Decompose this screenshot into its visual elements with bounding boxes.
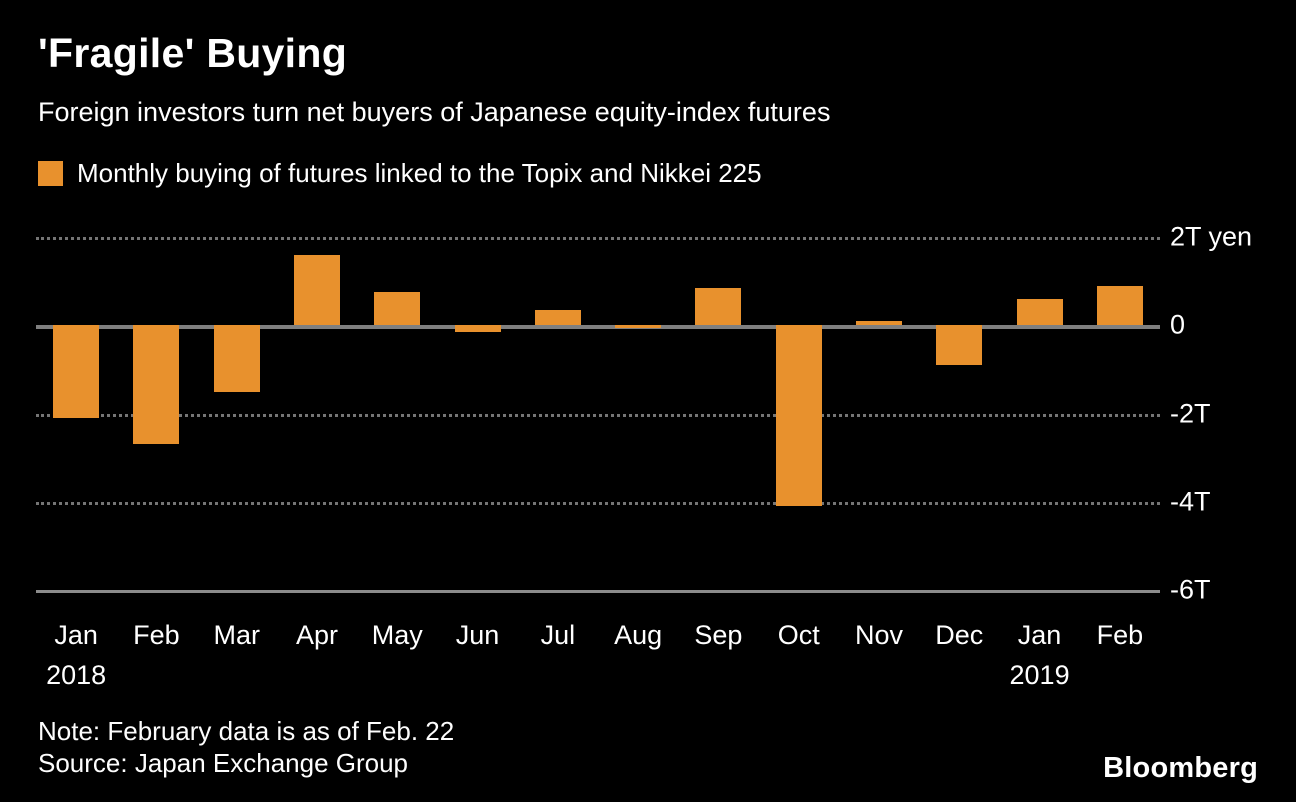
legend-label: Monthly buying of futures linked to the … bbox=[77, 158, 762, 188]
y-tick-label: 2T yen bbox=[1170, 221, 1253, 252]
x-tick-label: Apr bbox=[295, 620, 339, 650]
x-tick-label: May bbox=[371, 620, 423, 650]
y-tick-label: 0 bbox=[1170, 309, 1186, 340]
chart-subtitle: Foreign investors turn net buyers of Jap… bbox=[38, 97, 831, 127]
bar-feb-1 bbox=[133, 325, 180, 445]
bar-nov-10 bbox=[856, 321, 902, 326]
bar-jun-5 bbox=[454, 325, 501, 333]
gridline-0 bbox=[36, 325, 1160, 330]
bar-aug-7 bbox=[615, 325, 662, 328]
x-tick-label: Jun bbox=[455, 620, 500, 650]
footnote: Note: February data is as of Feb. 22 bbox=[38, 716, 455, 746]
bar-feb-13 bbox=[1096, 285, 1143, 326]
x-tick-label: Dec bbox=[935, 620, 984, 650]
bar-apr-3 bbox=[294, 254, 340, 326]
x-tick-label: Feb bbox=[133, 620, 180, 650]
x-year-label: 2018 bbox=[46, 660, 107, 690]
gridline--4t bbox=[36, 501, 1160, 505]
chart-title: 'Fragile' Buying bbox=[38, 30, 348, 76]
y-tick-label: -4T bbox=[1170, 486, 1211, 517]
legend: Monthly buying of futures linked to the … bbox=[38, 158, 762, 189]
legend-swatch-icon bbox=[38, 161, 63, 186]
x-tick-label: Mar bbox=[213, 620, 260, 650]
bar-oct-9 bbox=[775, 325, 822, 507]
bar-jan-0 bbox=[53, 325, 100, 418]
x-year-label: 2019 bbox=[1009, 660, 1070, 690]
x-tick-label: Jan bbox=[54, 620, 98, 650]
bloomberg-logo: Bloomberg bbox=[1103, 752, 1258, 784]
plot-area bbox=[36, 224, 1160, 593]
bar-sep-8 bbox=[695, 287, 742, 326]
source-credit: Source: Japan Exchange Group bbox=[38, 748, 409, 778]
bar-may-4 bbox=[374, 292, 421, 326]
y-axis: 2T yen 0 -2T -4T -6T bbox=[1170, 221, 1290, 605]
x-tick-label: Feb bbox=[1096, 620, 1144, 650]
y-tick-label: -6T bbox=[1170, 574, 1211, 605]
bar-jul-6 bbox=[534, 309, 581, 326]
gridline-2t-yen bbox=[36, 237, 1160, 241]
bar-dec-11 bbox=[936, 325, 983, 366]
x-tick-label: Jan bbox=[1017, 620, 1062, 650]
bar-jan-12 bbox=[1016, 298, 1063, 326]
y-tick-label: -2T bbox=[1170, 398, 1211, 429]
x-tick-label: Oct bbox=[777, 620, 820, 650]
gridline--6t bbox=[36, 590, 1160, 593]
bar-mar-2 bbox=[213, 325, 260, 392]
x-tick-label: Jul bbox=[540, 620, 576, 650]
x-axis: Jan 2018 Feb Mar Apr May Jun Jul Aug Sep Oct Nov Dec… bbox=[36, 620, 1160, 710]
x-tick-label: Sep bbox=[694, 620, 743, 650]
gridline--2t bbox=[36, 413, 1160, 417]
x-tick-label: Aug bbox=[614, 620, 663, 650]
x-tick-label: Nov bbox=[854, 620, 904, 650]
